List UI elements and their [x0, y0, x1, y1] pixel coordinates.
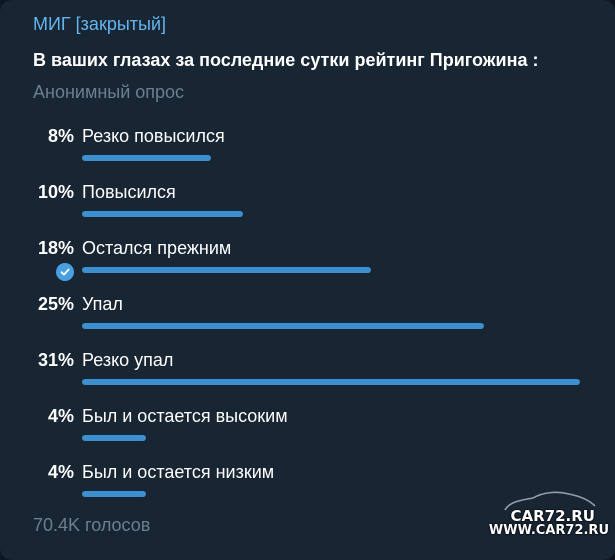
checkmark-icon	[56, 263, 74, 281]
option-result-bar	[82, 323, 484, 329]
option-label: Резко повысился	[82, 126, 225, 146]
option-percent: 18%	[37, 238, 74, 258]
channel-name[interactable]: МИГ [закрытый]	[33, 14, 167, 34]
option-result-bar	[82, 491, 146, 497]
option-result-bar	[82, 379, 580, 385]
poll-option-5[interactable]: 31% Резко упал	[0, 350, 615, 406]
car-silhouette-icon	[504, 491, 596, 511]
option-label: Остался прежним	[82, 238, 232, 258]
option-label: Повысился	[82, 182, 176, 202]
option-result-bar	[82, 211, 243, 217]
poll-question: В ваших глазах за последние сутки рейтин…	[33, 50, 539, 70]
option-percent: 10%	[37, 182, 74, 202]
option-result-bar	[82, 155, 211, 161]
option-percent: 4%	[47, 406, 74, 426]
vote-count: 70.4K голосов	[33, 515, 151, 535]
option-result-bar	[82, 267, 371, 273]
option-label: Был и остается высоким	[82, 406, 288, 426]
watermark-url-text: WWW.CAR72.RU	[488, 523, 609, 538]
poll-option-4[interactable]: 25% Упал	[0, 294, 615, 350]
option-percent: 25%	[37, 294, 74, 314]
option-label: Упал	[82, 294, 123, 314]
option-percent: 31%	[37, 350, 74, 370]
option-label: Резко упал	[82, 350, 174, 370]
poll-option-1[interactable]: 8% Резко повысился	[0, 126, 615, 182]
poll-type-label: Анонимный опрос	[33, 82, 185, 102]
option-label: Был и остается низким	[82, 462, 275, 482]
poll-option-7[interactable]: 4% Был и остается низким	[0, 462, 615, 518]
site-watermark: CAR72.RU WWW.CAR72.RU	[488, 491, 609, 538]
poll-option-6[interactable]: 4% Был и остается высоким	[0, 406, 615, 462]
option-percent: 4%	[47, 462, 74, 482]
poll-option-3[interactable]: 18% Остался прежним	[0, 238, 615, 294]
option-percent: 8%	[47, 126, 74, 146]
poll-option-2[interactable]: 10% Повысился	[0, 182, 615, 238]
option-result-bar	[82, 435, 146, 441]
watermark-logo-text: CAR72.RU	[510, 507, 595, 525]
